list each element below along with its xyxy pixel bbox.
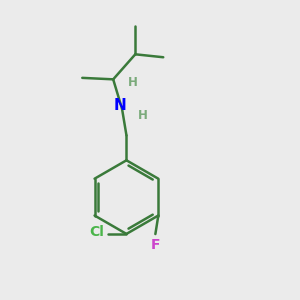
Text: H: H: [138, 109, 148, 122]
Text: N: N: [113, 98, 126, 113]
Text: F: F: [151, 238, 160, 252]
Text: Cl: Cl: [89, 225, 104, 239]
Text: H: H: [128, 76, 138, 89]
